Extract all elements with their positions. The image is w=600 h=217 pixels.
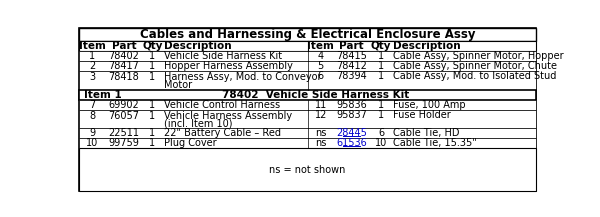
Bar bbox=[79, 128, 536, 138]
Text: 78402  Vehicle Side Harness Kit: 78402 Vehicle Side Harness Kit bbox=[221, 90, 409, 100]
Text: 95836: 95836 bbox=[337, 100, 367, 110]
Text: 8: 8 bbox=[89, 110, 95, 120]
Text: Item: Item bbox=[307, 41, 334, 51]
Text: 1: 1 bbox=[378, 110, 384, 120]
Text: 10: 10 bbox=[375, 138, 387, 148]
Text: Cables and Harnessing & Electrical Enclosure Assy: Cables and Harnessing & Electrical Enclo… bbox=[140, 28, 475, 41]
Bar bbox=[79, 61, 536, 71]
Text: 78394: 78394 bbox=[337, 71, 367, 81]
Text: 61536: 61536 bbox=[337, 138, 367, 148]
Text: 1: 1 bbox=[89, 51, 95, 61]
Text: 1: 1 bbox=[149, 72, 155, 82]
Text: Motor: Motor bbox=[164, 80, 192, 90]
Text: 1: 1 bbox=[149, 138, 155, 148]
Text: Plug Cover: Plug Cover bbox=[164, 138, 217, 148]
Text: 6: 6 bbox=[378, 128, 384, 138]
Text: 4: 4 bbox=[317, 51, 324, 61]
Text: 95837: 95837 bbox=[336, 110, 367, 120]
Text: 9: 9 bbox=[89, 128, 95, 138]
Text: 22511: 22511 bbox=[109, 128, 139, 138]
Text: Item: Item bbox=[79, 41, 106, 51]
Text: ns: ns bbox=[315, 138, 326, 148]
Text: 22" Battery Cable – Red: 22" Battery Cable – Red bbox=[164, 128, 281, 138]
Text: Description: Description bbox=[164, 41, 232, 51]
Text: 78402: 78402 bbox=[109, 51, 139, 61]
Text: 2: 2 bbox=[89, 61, 95, 71]
Text: Vehicle Control Harness: Vehicle Control Harness bbox=[164, 100, 280, 110]
Text: 78417: 78417 bbox=[109, 61, 139, 71]
Text: 3: 3 bbox=[89, 72, 95, 82]
Bar bbox=[79, 138, 536, 148]
Text: Qty: Qty bbox=[142, 41, 163, 51]
Text: 99759: 99759 bbox=[109, 138, 139, 148]
Text: Cable Tie, HD: Cable Tie, HD bbox=[393, 128, 459, 138]
Text: 78412: 78412 bbox=[336, 61, 367, 71]
Text: 1: 1 bbox=[378, 71, 384, 81]
Text: 6: 6 bbox=[317, 71, 324, 81]
Text: 10: 10 bbox=[86, 138, 98, 148]
Text: 28445: 28445 bbox=[336, 128, 367, 138]
Text: 1: 1 bbox=[378, 61, 384, 71]
Text: Description: Description bbox=[393, 41, 460, 51]
Bar bbox=[79, 41, 536, 51]
Text: 78418: 78418 bbox=[109, 72, 139, 82]
Text: 12: 12 bbox=[314, 110, 327, 120]
Text: Part: Part bbox=[112, 41, 136, 51]
Text: ns = not shown: ns = not shown bbox=[269, 165, 346, 175]
Text: Hopper Harness Assembly: Hopper Harness Assembly bbox=[164, 61, 293, 71]
Text: 78415: 78415 bbox=[336, 51, 367, 61]
Text: Item 1: Item 1 bbox=[83, 90, 121, 100]
Bar bbox=[79, 71, 536, 90]
Bar bbox=[79, 110, 536, 128]
Text: 76057: 76057 bbox=[109, 110, 139, 120]
Bar bbox=[79, 100, 536, 110]
Text: Cable Assy, Spinner Motor, Hopper: Cable Assy, Spinner Motor, Hopper bbox=[393, 51, 563, 61]
Text: 1: 1 bbox=[378, 51, 384, 61]
Text: 11: 11 bbox=[314, 100, 327, 110]
Text: Vehicle Harness Assembly: Vehicle Harness Assembly bbox=[164, 110, 292, 120]
Text: Fuse Holder: Fuse Holder bbox=[393, 110, 451, 120]
Text: Harness Assy, Mod. to Conveyor: Harness Assy, Mod. to Conveyor bbox=[164, 72, 322, 82]
Bar bbox=[79, 148, 536, 191]
Text: 69902: 69902 bbox=[109, 100, 139, 110]
Text: ns: ns bbox=[315, 128, 326, 138]
Text: Fuse, 100 Amp: Fuse, 100 Amp bbox=[393, 100, 466, 110]
Text: 1: 1 bbox=[149, 110, 155, 120]
Text: 1: 1 bbox=[149, 61, 155, 71]
Text: 5: 5 bbox=[317, 61, 324, 71]
Text: Part: Part bbox=[340, 41, 364, 51]
Text: Vehicle Side Harness Kit: Vehicle Side Harness Kit bbox=[164, 51, 282, 61]
Text: Cable Tie, 15.35": Cable Tie, 15.35" bbox=[393, 138, 476, 148]
Text: 1: 1 bbox=[149, 51, 155, 61]
Bar bbox=[79, 28, 536, 41]
Text: 7: 7 bbox=[89, 100, 95, 110]
Text: 1: 1 bbox=[149, 128, 155, 138]
Text: Qty: Qty bbox=[371, 41, 391, 51]
Text: 1: 1 bbox=[149, 100, 155, 110]
Text: Cable Assy, Mod. to Isolated Stud: Cable Assy, Mod. to Isolated Stud bbox=[393, 71, 556, 81]
Bar bbox=[79, 51, 536, 61]
Bar bbox=[79, 90, 536, 100]
Text: Cable Assy, Spinner Motor, Chute: Cable Assy, Spinner Motor, Chute bbox=[393, 61, 557, 71]
Text: 1: 1 bbox=[378, 100, 384, 110]
Text: (incl. Item 10): (incl. Item 10) bbox=[164, 118, 233, 128]
